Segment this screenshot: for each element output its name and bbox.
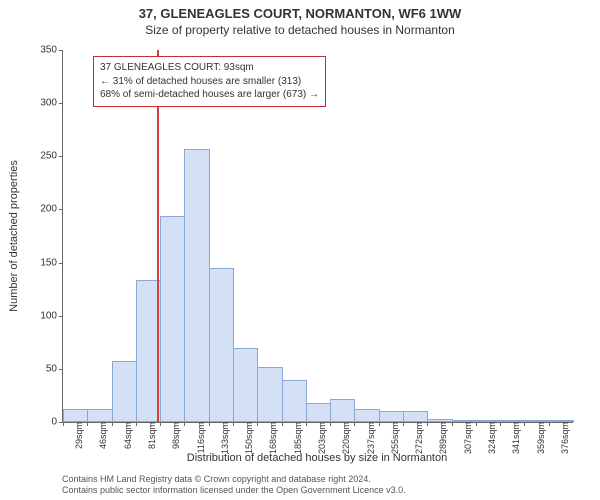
histogram-plot: 05010015020025030035029sqm46sqm64sqm81sq…	[62, 50, 573, 423]
x-axis-label: Distribution of detached houses by size …	[62, 452, 572, 464]
x-tick: 203sqm	[314, 422, 327, 454]
x-tick: 116sqm	[193, 422, 206, 453]
x-tick: 220sqm	[338, 422, 351, 454]
x-tick: 29sqm	[71, 422, 84, 449]
subtitle: Size of property relative to detached ho…	[0, 21, 600, 37]
histogram-bar	[257, 367, 282, 422]
histogram-bar	[209, 268, 234, 422]
x-tick: 376sqm	[557, 422, 570, 454]
x-tick: 46sqm	[95, 422, 108, 449]
page-title: 37, GLENEAGLES COURT, NORMANTON, WF6 1WW	[0, 0, 600, 21]
histogram-bar	[160, 216, 185, 422]
x-tick: 133sqm	[217, 422, 230, 454]
x-tick: 324sqm	[484, 422, 497, 454]
x-tick: 168sqm	[265, 422, 278, 454]
x-tick: 289sqm	[435, 422, 448, 454]
histogram-bar	[184, 149, 209, 422]
x-tick: 81sqm	[144, 422, 157, 449]
histogram-bar	[87, 409, 112, 422]
histogram-bar	[282, 380, 307, 423]
annotation-box: 37 GLENEAGLES COURT: 93sqm← 31% of detac…	[93, 56, 326, 107]
histogram-bar	[354, 409, 379, 422]
histogram-bar	[403, 411, 428, 422]
y-axis-label: Number of detached properties	[6, 50, 22, 422]
x-tick: 185sqm	[290, 422, 303, 454]
histogram-bar	[233, 348, 258, 422]
x-tick: 272sqm	[411, 422, 424, 454]
x-tick: 255sqm	[387, 422, 400, 454]
x-tick: 150sqm	[241, 422, 254, 454]
annotation-line: ← 31% of detached houses are smaller (31…	[100, 75, 319, 89]
histogram-bar	[112, 361, 137, 422]
histogram-bar	[330, 399, 355, 422]
histogram-bar	[306, 403, 331, 422]
histogram-bar	[379, 411, 404, 422]
annotation-line: 68% of semi-detached houses are larger (…	[100, 88, 319, 102]
x-tick: 307sqm	[460, 422, 473, 454]
x-tick: 237sqm	[363, 422, 376, 454]
histogram-bar	[63, 409, 88, 422]
x-tick: 341sqm	[508, 422, 521, 454]
annotation-line: 37 GLENEAGLES COURT: 93sqm	[100, 61, 319, 75]
x-tick: 98sqm	[168, 422, 181, 449]
x-tick: 359sqm	[533, 422, 546, 454]
footer-attribution: Contains HM Land Registry data © Crown c…	[62, 474, 406, 497]
x-tick: 64sqm	[120, 422, 133, 449]
